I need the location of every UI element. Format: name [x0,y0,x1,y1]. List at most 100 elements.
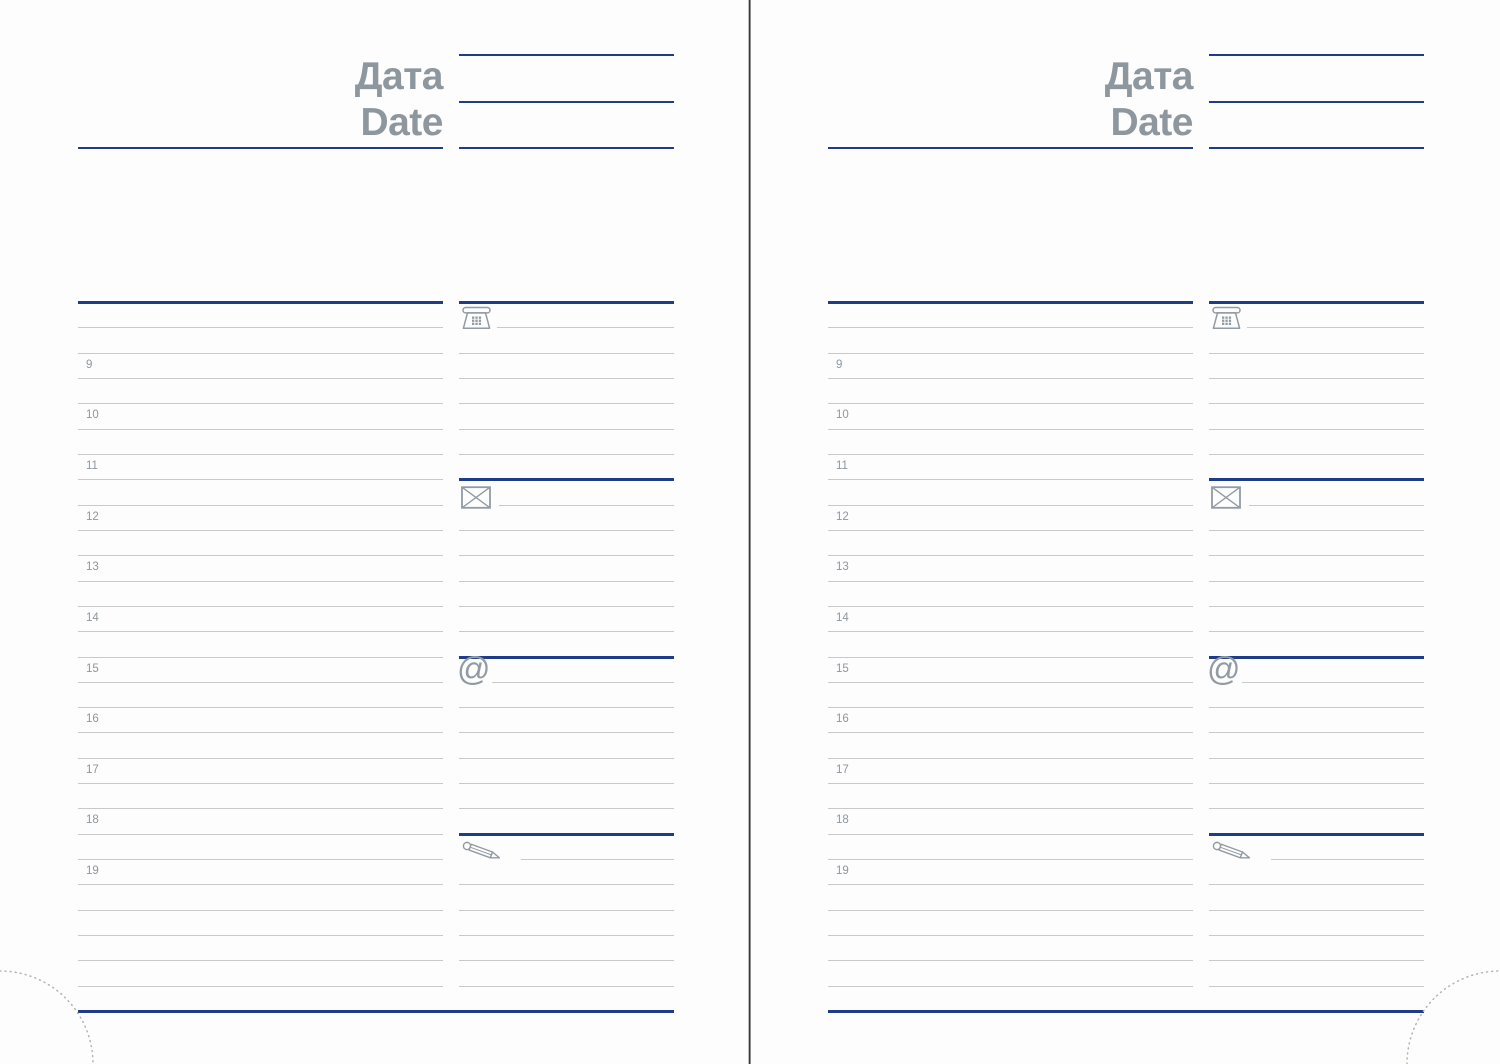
contact-rule-line [1209,732,1424,734]
hour-label: 16 [86,713,99,726]
hour-label: 18 [86,814,99,827]
phone-icon [461,305,492,335]
schedule-rule-line [78,631,443,633]
schedule-rule-line [828,352,1193,354]
schedule-rule-line [78,732,443,734]
hour-label: 9 [836,358,843,371]
schedule-rule-line [828,479,1193,481]
contact-rule-line [1209,580,1424,582]
schedule-rule-line [828,605,1193,607]
contact-rule-line [499,504,674,506]
contact-section-accent-rule [459,301,674,304]
date-entry-line-1 [1209,54,1424,56]
schedule-rule-line [78,909,443,911]
hour-label: 15 [86,662,99,675]
contact-rule-line [492,681,674,683]
hour-label: 17 [86,763,99,776]
contact-rule-line [521,859,674,860]
contact-rule-line [1209,352,1424,354]
schedule-rule-line [828,833,1193,835]
contact-section-accent-rule [1209,478,1424,482]
contact-rule-line [1209,403,1424,405]
hour-label: 12 [86,510,99,523]
hour-label: 15 [836,662,849,675]
hour-label: 19 [86,865,99,877]
schedule-rule-line [78,555,443,557]
schedule-rule-line [828,783,1193,785]
contact-rule-line [1209,935,1424,936]
hour-label: 17 [836,763,849,776]
envelope-icon [461,486,491,514]
schedule-rule-line [828,428,1193,430]
schedule-rule-line [78,707,443,709]
diary-page-left: Дата Date @ 9 10 11 12 13 14 15 16 17 18 19 [78,54,674,1013]
diary-page-right: Дата Date @ 9 10 11 12 13 14 15 16 17 18 19 [750,0,1500,1064]
page-title: Дата Date [93,54,444,146]
contact-rule-line [459,732,674,734]
contact-rule-line [1209,884,1424,886]
bottom-accent-rule [78,1010,674,1013]
schedule-rule-line [828,707,1193,709]
schedule-rule-line [828,378,1193,379]
contact-rule-line [1209,808,1424,810]
schedule-rule-line [78,833,443,835]
contact-rule-line [1209,985,1424,987]
contact-rule-line [1209,757,1424,759]
date-entry-line-2 [459,101,674,103]
contact-rule-line [459,783,674,785]
pencil-icon [460,839,514,870]
schedule-rule-line [828,884,1193,886]
schedule-rule-line [828,403,1193,405]
schedule-rule-line [78,985,443,987]
schedule-rule-line [78,327,443,329]
schedule-rule-line [78,859,443,860]
schedule-rule-line [828,580,1193,582]
hour-label: 16 [836,713,849,726]
contact-rule-line [1209,378,1424,379]
contact-rule-line [1209,428,1424,430]
schedule-rule-line [828,909,1193,911]
schedule-rule-line [78,681,443,683]
pencil-icon [1210,839,1264,870]
schedule-rule-line [78,378,443,379]
date-label-en: Date [360,101,443,144]
contact-rule-line [459,960,674,962]
contact-rule-line [1242,681,1424,683]
contact-rule-line [459,707,674,709]
contact-rule-line [459,985,674,987]
hour-label: 19 [836,865,849,877]
hour-label: 14 [86,611,99,624]
contact-rule-line [459,884,674,886]
contact-rule-line [1209,555,1424,557]
schedule-rule-line [78,403,443,405]
schedule-rule-line [78,884,443,886]
date-entry-line-2 [1209,101,1424,103]
contact-rule-line [459,352,674,354]
schedule-rule-line [78,580,443,582]
contact-rule-line [459,580,674,582]
hour-label: 12 [836,510,849,523]
schedule-rule-line [78,935,443,936]
contact-rule-line [459,757,674,759]
date-label-en: Date [1110,101,1193,144]
schedule-rule-line [828,960,1193,962]
hour-label: 10 [86,409,99,422]
contact-rule-line [459,403,674,405]
page-title: Дата Date [843,54,1194,146]
schedule-rule-line [78,428,443,430]
contact-rule-line [1209,605,1424,607]
date-entry-line-3 [1209,147,1424,149]
hour-label: 14 [836,611,849,624]
page-gutter-divider [748,0,751,1064]
schedule-top-accent-rule [828,301,1193,304]
schedule-rule-line [78,453,443,455]
contact-rule-line [459,909,674,911]
schedule-rule-line [828,935,1193,936]
schedule-rule-line [828,732,1193,734]
hour-label: 11 [836,459,848,472]
date-entry-line-3 [459,147,674,149]
schedule-rule-line [828,327,1193,329]
contact-rule-line [1209,783,1424,785]
contact-rule-line [459,378,674,379]
